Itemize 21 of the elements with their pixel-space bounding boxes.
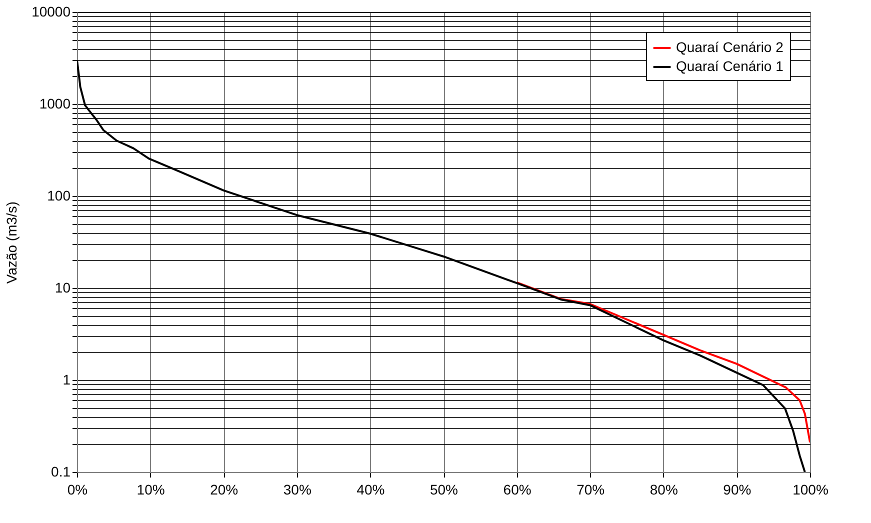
x-tick-label: 0% <box>67 482 88 498</box>
x-tick-label: 20% <box>210 482 238 498</box>
x-tick-label: 80% <box>650 482 678 498</box>
x-tick-label: 40% <box>356 482 385 498</box>
legend-label: Quaraí Cenário 1 <box>676 58 784 74</box>
x-tick-label: 30% <box>283 482 312 498</box>
x-tick-label: 50% <box>430 482 458 498</box>
y-tick-label: 10 <box>54 280 71 296</box>
y-tick-label: 1 <box>62 372 71 388</box>
y-tick-label: 0.1 <box>51 464 71 480</box>
y-tick-label: 1000 <box>39 96 71 112</box>
x-tick-label: 100% <box>792 482 828 498</box>
x-tick-label: 70% <box>576 482 605 498</box>
line-series <box>516 281 810 444</box>
x-tick-label: 60% <box>503 482 532 498</box>
y-axis-title: Vazão (m3/s) <box>4 201 20 284</box>
x-tick-label: 10% <box>136 482 165 498</box>
y-tick-label: 100 <box>47 188 71 204</box>
x-tick-label: 90% <box>723 482 752 498</box>
y-tick-label: 10000 <box>32 4 71 20</box>
legend-label: Quaraí Cenário 2 <box>676 39 784 55</box>
